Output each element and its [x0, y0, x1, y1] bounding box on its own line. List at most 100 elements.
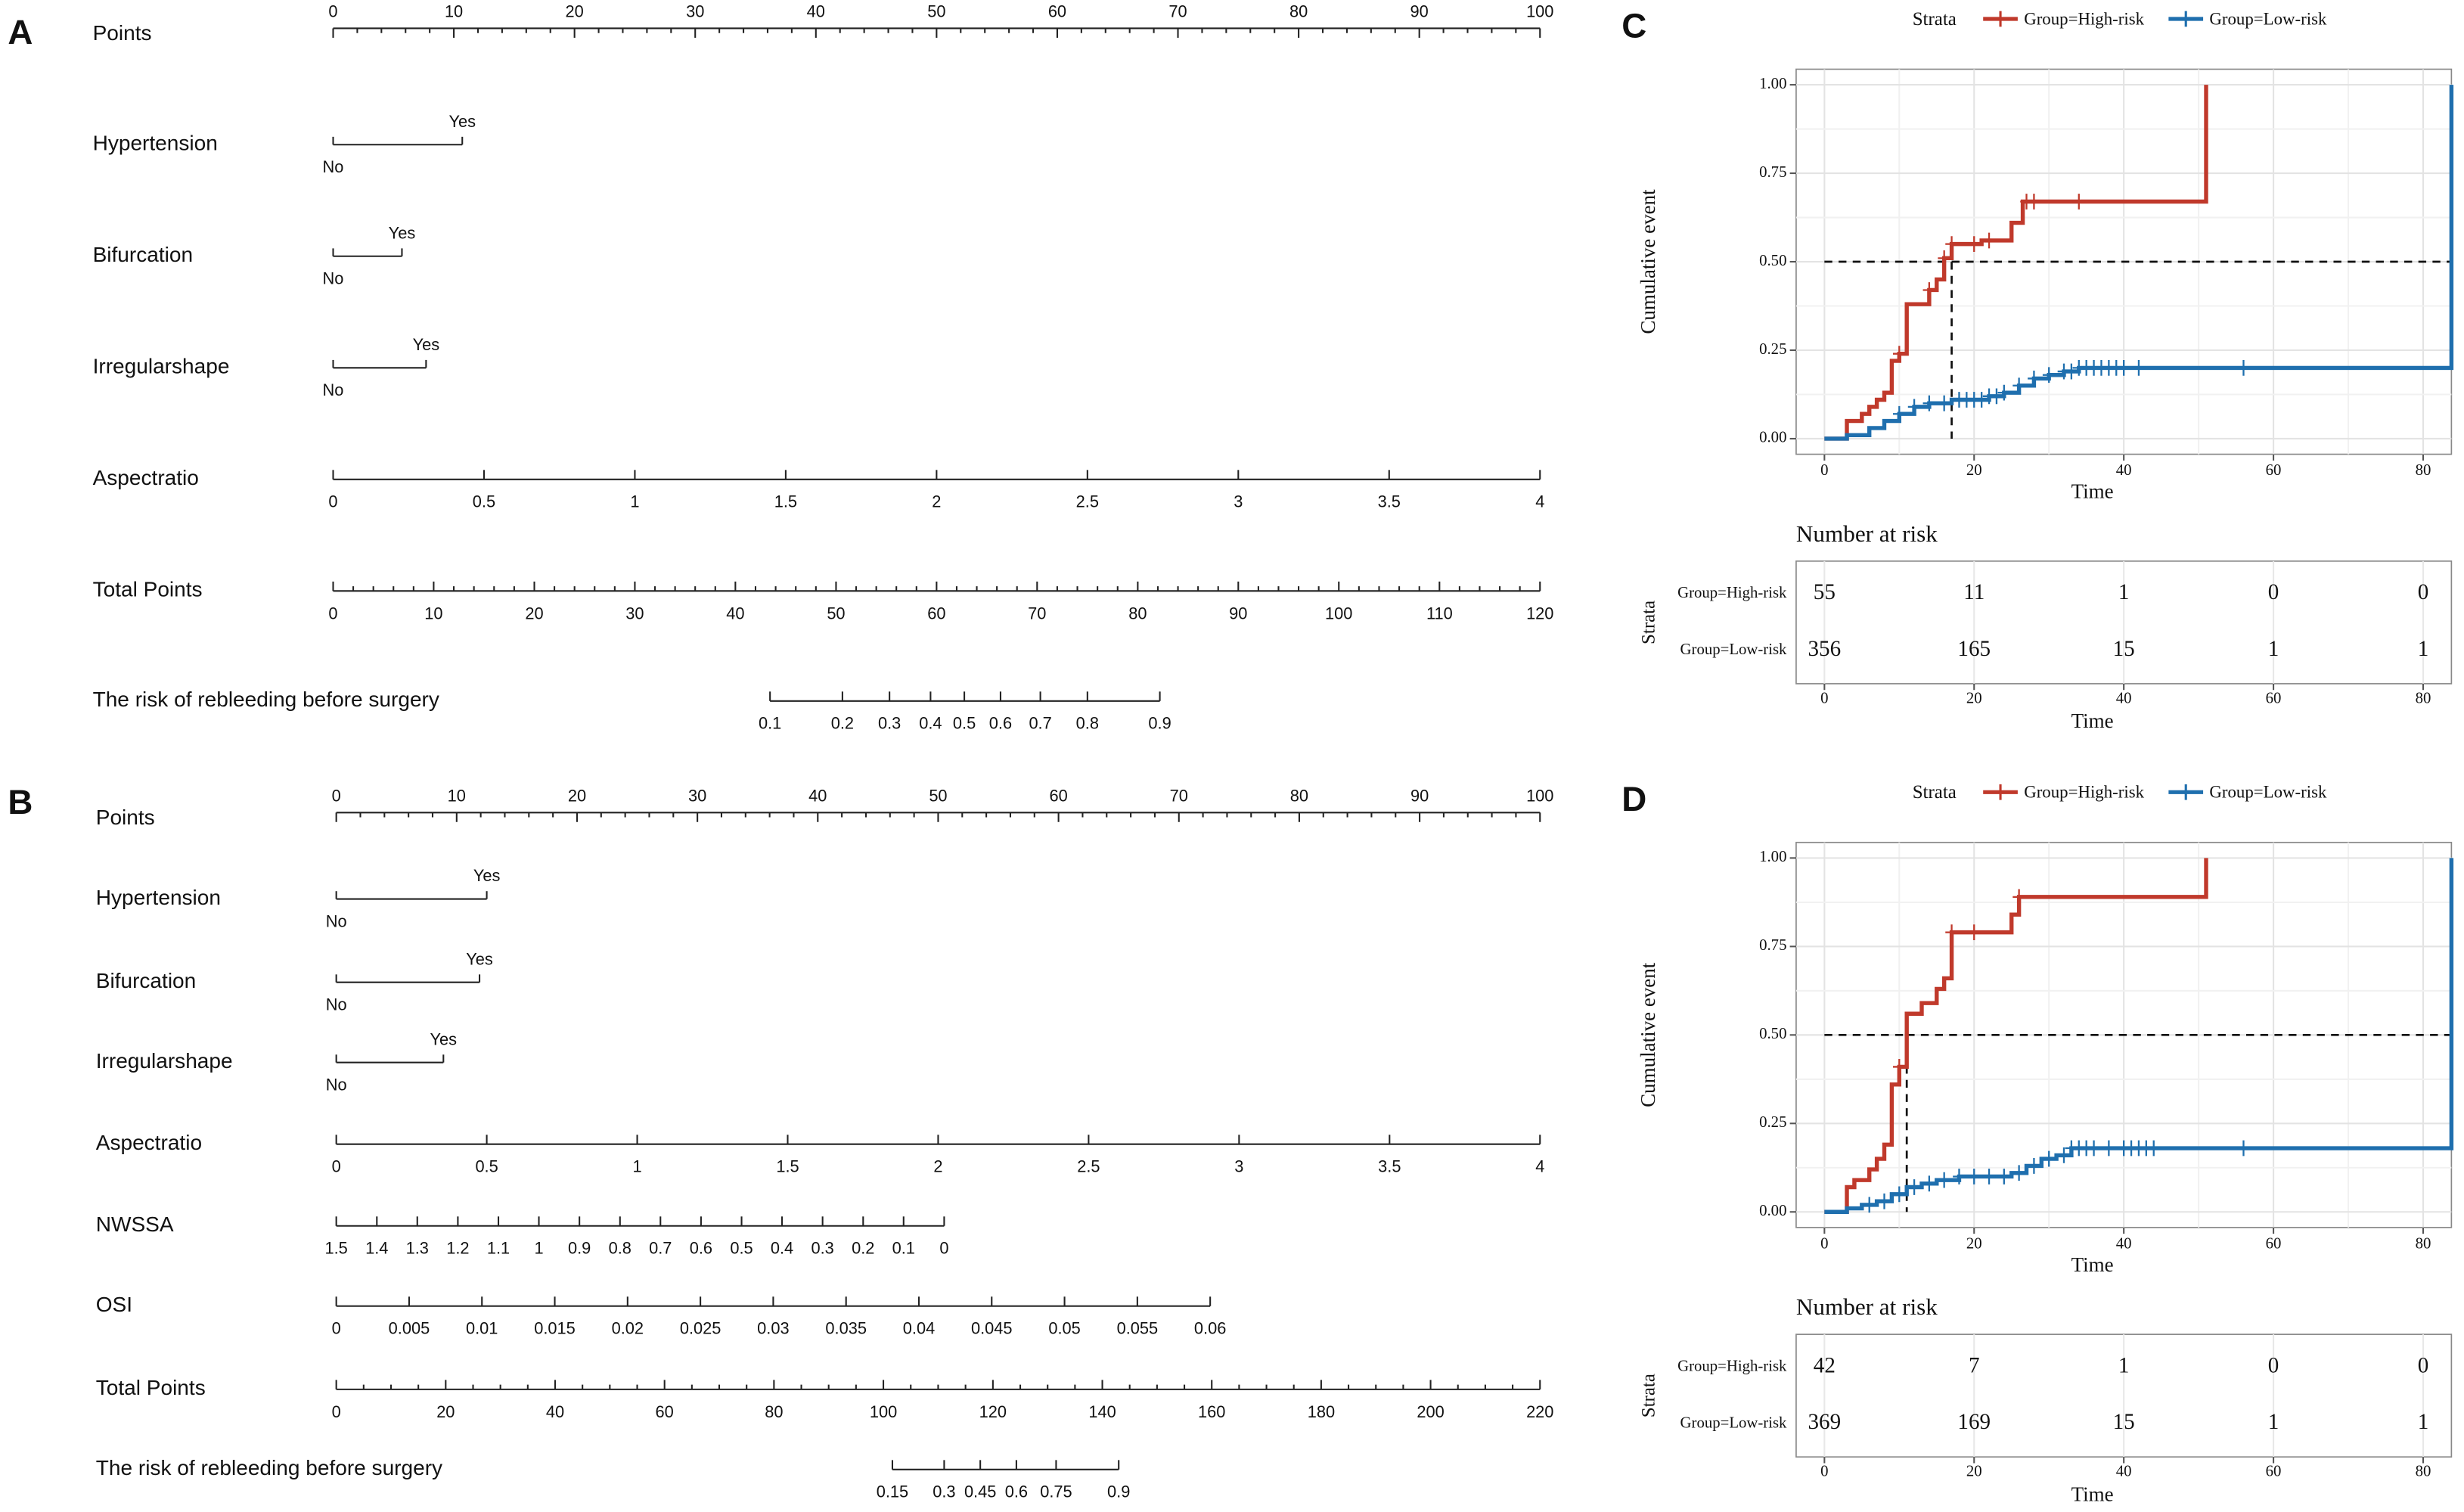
row-name: Bifurcation — [96, 969, 197, 992]
censor-mark — [1863, 1197, 1876, 1213]
median-line — [1824, 260, 1953, 439]
tick-label: 0 — [332, 1402, 341, 1421]
tick-label: 60 — [656, 1402, 674, 1421]
y-tick-label: 1.00 — [1759, 75, 1786, 92]
tick-label: 0.5 — [473, 492, 495, 511]
tick-label: 0 — [328, 2, 337, 20]
row-label: Group=High-risk — [1677, 1358, 1787, 1375]
censor-mark — [1878, 1193, 1891, 1209]
tick-label: No — [323, 269, 344, 288]
tick-label: 0.45 — [964, 1483, 996, 1501]
tick-label: 0.1 — [759, 714, 781, 733]
row-name: Total Points — [93, 578, 203, 601]
tick-label: 110 — [1426, 604, 1453, 622]
tick-label: 100 — [870, 1402, 897, 1421]
tick-label: 70 — [1168, 2, 1187, 20]
x-tick-label: 0 — [1820, 689, 1828, 706]
tick-label: 20 — [436, 1402, 455, 1421]
censor-mark — [1945, 236, 1958, 253]
tick-label: 0.9 — [568, 1239, 591, 1258]
tick-label: 0.06 — [1194, 1319, 1226, 1338]
y-tick-label: 0.75 — [1759, 163, 1786, 181]
tick-label: 0.3 — [933, 1483, 955, 1501]
tick-label: 0.5 — [475, 1157, 498, 1176]
tick-label: 0.005 — [389, 1319, 430, 1338]
table-title: Number at risk — [1796, 520, 1938, 547]
tick-label: 40 — [807, 2, 825, 20]
censor-mark — [2012, 1165, 2025, 1181]
tick-label: 30 — [625, 604, 644, 622]
tick-label: 220 — [1526, 1402, 1553, 1421]
censor-mark — [2072, 194, 2086, 210]
x-tick-label: 40 — [2116, 1234, 2132, 1252]
tick-label: 2.5 — [1076, 492, 1099, 511]
row-name: OSI — [96, 1293, 132, 1316]
legend-symbol — [2177, 784, 2194, 800]
censor-mark — [2102, 1140, 2115, 1157]
row-label: Group=Low-risk — [1680, 1414, 1788, 1431]
y-tick-label: 0.75 — [1759, 936, 1786, 954]
tick-label: 20 — [568, 786, 586, 805]
tick-label: 20 — [525, 604, 543, 622]
tick-label: 40 — [808, 786, 827, 805]
median-line — [1824, 1033, 1908, 1212]
tick-label: 120 — [979, 1402, 1007, 1421]
censor-mark — [1967, 1169, 1981, 1184]
censor-mark — [1975, 392, 1988, 408]
x-tick-label: 0 — [1820, 1234, 1828, 1252]
x-tick-label: 60 — [2266, 689, 2282, 706]
risk-count: 0 — [2268, 1353, 2279, 1377]
censor-mark — [2237, 1140, 2250, 1157]
x-tick-label: 80 — [2416, 461, 2431, 479]
censor-mark — [2147, 1140, 2161, 1157]
legend-symbol — [1992, 784, 2009, 800]
censor-mark — [2087, 1140, 2100, 1157]
tick-label: 0 — [939, 1239, 948, 1258]
risk-count: 55 — [1814, 580, 1836, 604]
x-tick-label: 40 — [2116, 689, 2132, 706]
tick-label: 40 — [726, 604, 744, 622]
tick-label: 0.9 — [1107, 1483, 1130, 1501]
tick-label: 50 — [929, 786, 947, 805]
x-axis-title: Time — [2071, 1253, 2114, 1276]
tick-label: 1 — [534, 1239, 543, 1258]
tick-label: 2 — [932, 492, 941, 511]
censor-mark — [2057, 1147, 2071, 1163]
tick-label: 70 — [1170, 786, 1188, 805]
row-name: The risk of rebleeding before surgery — [93, 688, 439, 711]
tick-label: 30 — [686, 2, 704, 20]
row-label: Group=High-risk — [1677, 584, 1787, 601]
censor-mark — [1938, 250, 1950, 266]
survival-curve — [1824, 858, 2208, 1214]
tick-label: 0.8 — [609, 1239, 632, 1258]
y-axis-title: Cumulative event — [1637, 962, 1659, 1107]
tick-label: 0.3 — [812, 1239, 834, 1258]
tick-label: 0.15 — [877, 1483, 908, 1501]
y-tick-label: 1.00 — [1759, 848, 1786, 865]
risk-count: 1 — [2118, 580, 2130, 604]
tick-label: Yes — [430, 1029, 458, 1048]
tick-label: Yes — [413, 335, 440, 354]
legend-title: Strata — [1913, 9, 1957, 29]
y-tick-label: 0.50 — [1759, 1025, 1786, 1042]
row-name: Total Points — [96, 1376, 206, 1399]
tick-label: 0.015 — [534, 1319, 576, 1338]
x-axis-title: Time — [2071, 709, 2114, 732]
tick-label: 100 — [1325, 604, 1352, 622]
legend-label: Group=High-risk — [2024, 783, 2144, 802]
x-tick-label: 0 — [1820, 461, 1828, 479]
tick-label: 0 — [332, 1319, 341, 1338]
tick-label: 100 — [1526, 2, 1553, 20]
tick-label: 0.4 — [771, 1239, 793, 1258]
tick-label: 0.6 — [1005, 1483, 1028, 1501]
tick-label: 1.4 — [365, 1239, 388, 1258]
tick-label: 50 — [827, 604, 845, 622]
x-tick-label: 20 — [1966, 689, 1982, 706]
tick-label: 3.5 — [1378, 492, 1401, 511]
tick-label: 0.1 — [892, 1239, 915, 1258]
tick-label: 0.4 — [919, 714, 942, 733]
tick-label: No — [326, 912, 347, 931]
y-tick-label: 0.50 — [1759, 252, 1786, 269]
tick-label: 0.05 — [1048, 1319, 1080, 1338]
